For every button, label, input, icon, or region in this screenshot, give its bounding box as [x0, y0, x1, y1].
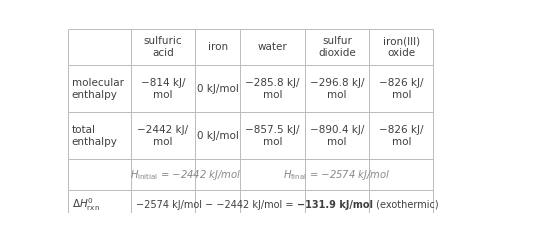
Text: iron(III)
oxide: iron(III) oxide	[383, 36, 420, 58]
Text: sulfur
dioxide: sulfur dioxide	[318, 36, 356, 58]
Text: sulfuric
acid: sulfuric acid	[144, 36, 182, 58]
Text: 0 kJ/mol: 0 kJ/mol	[197, 84, 239, 94]
Text: −2442 kJ/
mol: −2442 kJ/ mol	[138, 125, 188, 147]
Text: (exothermic): (exothermic)	[372, 200, 438, 210]
Text: $\Delta H^0_\mathrm{rxn}$: $\Delta H^0_\mathrm{rxn}$	[72, 196, 100, 213]
Text: −131.9 kJ/mol: −131.9 kJ/mol	[296, 200, 372, 210]
Text: water: water	[258, 42, 288, 52]
Text: −296.8 kJ/
mol: −296.8 kJ/ mol	[310, 78, 364, 100]
Text: iron: iron	[208, 42, 228, 52]
Text: $H_\mathrm{initial}$ = −2442 kJ/mol: $H_\mathrm{initial}$ = −2442 kJ/mol	[130, 168, 241, 182]
Text: −814 kJ/
mol: −814 kJ/ mol	[141, 78, 185, 100]
Text: 0 kJ/mol: 0 kJ/mol	[197, 131, 239, 141]
Text: total
enthalpy: total enthalpy	[72, 125, 117, 147]
Text: −285.8 kJ/
mol: −285.8 kJ/ mol	[245, 78, 300, 100]
Text: −2574 kJ/mol − −2442 kJ/mol =: −2574 kJ/mol − −2442 kJ/mol =	[136, 200, 296, 210]
Text: −890.4 kJ/
mol: −890.4 kJ/ mol	[310, 125, 364, 147]
Text: $H_\mathrm{final}$ = −2574 kJ/mol: $H_\mathrm{final}$ = −2574 kJ/mol	[283, 168, 390, 182]
Text: −826 kJ/
mol: −826 kJ/ mol	[379, 78, 424, 100]
Text: −826 kJ/
mol: −826 kJ/ mol	[379, 125, 424, 147]
Text: −857.5 kJ/
mol: −857.5 kJ/ mol	[245, 125, 300, 147]
Text: molecular
enthalpy: molecular enthalpy	[72, 78, 123, 100]
